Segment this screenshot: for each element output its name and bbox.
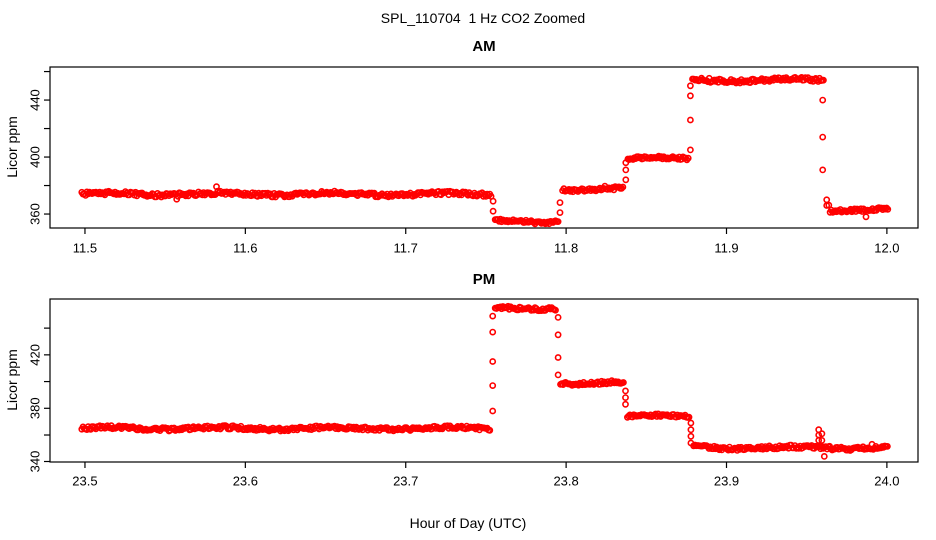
x-tick-label: 23.7: [393, 473, 418, 488]
x-tick-label: 23.9: [714, 473, 739, 488]
am-x-axis: 11.5 11.6 11.7 11.8 11.9 12.0: [73, 228, 900, 255]
pm-data-points: [78, 302, 891, 460]
y-tick-label: 380: [27, 397, 42, 419]
data-point: [618, 184, 625, 192]
transition-point: [489, 328, 497, 336]
transition-point: [489, 358, 497, 365]
transition-point: [622, 394, 629, 401]
transition-point: [823, 196, 831, 204]
data-point: [684, 154, 692, 162]
data-point: [486, 426, 494, 434]
transition-point: [622, 400, 629, 408]
am-panel: 11.5 11.6 11.7 11.8 11.9 12.0 360 400 440: [27, 66, 919, 255]
transition-point: [687, 116, 694, 124]
transition-point: [819, 166, 827, 174]
transition-point: [622, 166, 630, 174]
transition-point: [818, 430, 826, 438]
transition-point: [687, 439, 695, 447]
transition-point: [687, 146, 694, 154]
x-tick-label: 11.7: [394, 240, 418, 255]
data-point: [619, 183, 627, 191]
am-data-points: [78, 74, 892, 228]
transition-point: [554, 354, 562, 361]
am-plot-box: [49, 66, 919, 229]
data-point: [884, 205, 892, 213]
transition-point: [687, 426, 695, 434]
transition-point: [819, 96, 827, 104]
x-tick-label: 24.0: [874, 473, 899, 488]
data-point: [620, 379, 627, 386]
x-tick-label: 11.8: [554, 240, 578, 255]
x-tick-label: 23.6: [233, 473, 258, 488]
transition-point: [556, 199, 564, 206]
transition-point: [489, 197, 497, 205]
pm-x-axis: 23.5 23.6 23.7 23.8 23.9 24.0: [72, 462, 900, 488]
pm-panel-title: PM: [473, 271, 496, 288]
transition-point: [687, 432, 695, 440]
am-y-axis-label: Licor ppm: [4, 116, 20, 177]
pm-panel: 23.5 23.6 23.7 23.8 23.9 24.0 340 380 420: [27, 298, 919, 488]
y-tick-label: 340: [27, 451, 42, 473]
data-point: [685, 413, 693, 421]
x-tick-label: 11.6: [233, 240, 257, 255]
transition-point: [815, 426, 823, 434]
transition-point: [687, 92, 694, 100]
x-tick-label: 11.9: [714, 240, 738, 255]
transition-point: [622, 176, 630, 184]
x-tick-label: 11.5: [73, 240, 97, 255]
y-tick-label: 400: [27, 146, 42, 168]
transition-point: [489, 312, 497, 320]
transition-point: [556, 209, 564, 216]
transition-point: [823, 202, 831, 209]
transition-point: [622, 387, 629, 395]
transition-point: [687, 82, 694, 90]
x-tick-label: 23.5: [72, 473, 97, 488]
pm-plot-box: [49, 298, 919, 463]
data-point: [552, 306, 559, 314]
data-point: [820, 76, 827, 84]
am-panel-title: AM: [472, 38, 495, 55]
transition-point: [622, 159, 630, 167]
transition-point: [554, 313, 562, 321]
transition-point: [687, 419, 695, 427]
transition-point: [818, 436, 826, 444]
transition-point: [819, 133, 827, 141]
pm-y-axis: 340 380 420: [27, 327, 50, 473]
y-tick-label: 420: [27, 344, 42, 366]
transition-point: [820, 452, 828, 460]
x-axis-label: Hour of Day (UTC): [410, 515, 527, 531]
pm-y-axis-label: Licor ppm: [4, 349, 20, 410]
y-tick-label: 440: [27, 89, 42, 111]
transition-point: [554, 371, 562, 379]
transition-point: [489, 207, 497, 215]
data-point: [884, 442, 891, 450]
figure-title: SPL_110704 1 Hz CO2 Zoomed: [381, 10, 585, 26]
transition-point: [489, 407, 497, 415]
am-y-axis: 360 400 440: [27, 70, 50, 225]
transition-point: [554, 331, 562, 339]
x-tick-label: 12.0: [874, 240, 899, 255]
y-tick-label: 360: [27, 203, 42, 225]
transition-point: [489, 382, 497, 389]
x-tick-label: 23.8: [553, 473, 578, 488]
data-point: [862, 213, 870, 221]
data-point: [554, 218, 562, 225]
